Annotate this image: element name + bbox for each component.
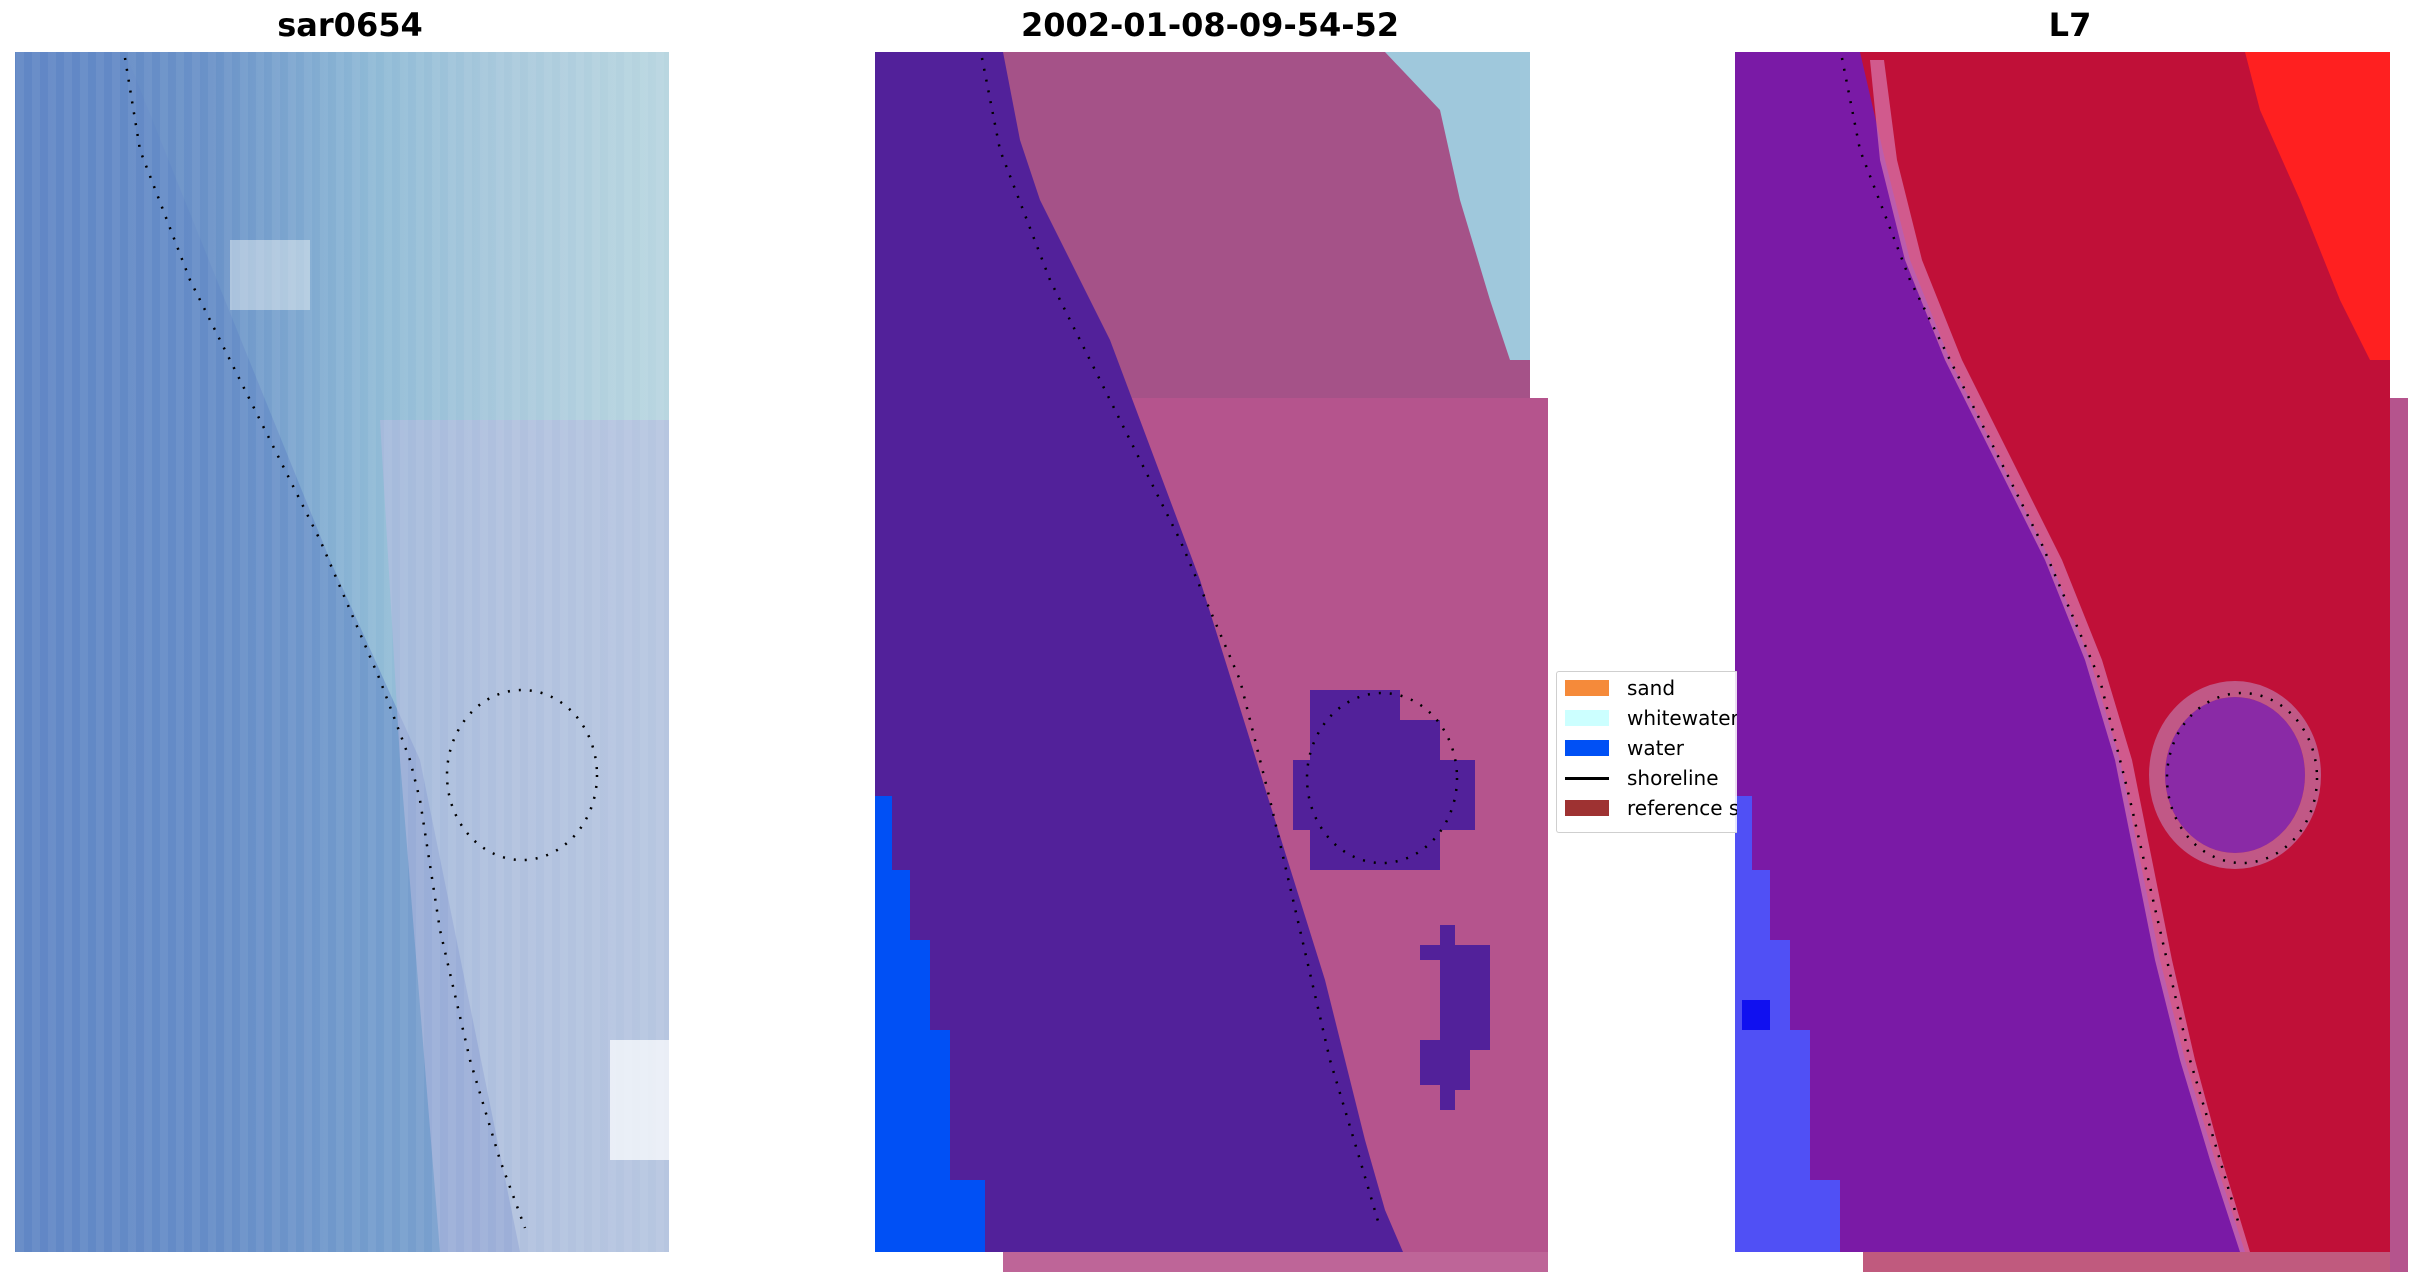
shoreline-dots-index <box>1840 57 2319 1229</box>
rgb-image <box>15 52 669 1252</box>
legend-label: sand <box>1627 676 1676 700</box>
panel-title-classified: 2002-01-08-09-54-52 <box>1020 6 1400 44</box>
legend-label: shoreline <box>1627 766 1719 790</box>
reference-shoreline-swatch <box>1565 800 1609 816</box>
index-image <box>1735 52 2408 1272</box>
legend-item-water: water <box>1565 734 1684 762</box>
legend-item-sand: sand <box>1565 674 1675 702</box>
legend-item-whitewater: whitewater <box>1565 704 1737 732</box>
legend-label: whitewater <box>1627 706 1737 730</box>
legend: sand whitewater water shoreline referenc… <box>1556 671 1737 833</box>
shoreline-dots-classified <box>980 57 1459 1229</box>
legend-label: water <box>1627 736 1684 760</box>
shoreline-line-swatch <box>1565 776 1609 780</box>
sand-swatch <box>1565 680 1609 696</box>
classified-image <box>875 52 1548 1272</box>
water-swatch <box>1565 740 1609 756</box>
legend-item-shoreline: shoreline <box>1565 764 1719 792</box>
panel-title-index: L7 <box>2048 6 2092 44</box>
shoreline-dots-rgb <box>123 57 599 1229</box>
legend-label: reference shoreline <box>1627 796 1737 820</box>
panel-title-rgb: sar0654 <box>277 6 423 44</box>
whitewater-swatch <box>1565 710 1609 726</box>
legend-item-reference-shoreline: reference shoreline <box>1565 794 1737 822</box>
